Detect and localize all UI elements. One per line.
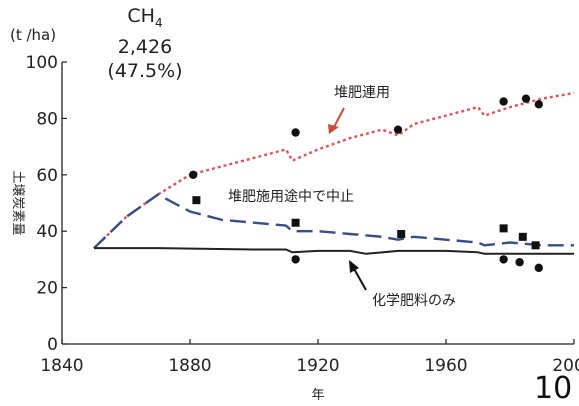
observed-point-circle [189,170,198,179]
observed-point-square [291,218,300,227]
methane-formula: CH4 [90,4,200,35]
observed-point-circle [393,125,403,134]
observed-point-circle [534,263,543,273]
observed-point-circle [521,94,531,103]
x-tick-label: 2000 [552,356,579,376]
x-tick-label: 1880 [168,356,211,376]
observed-point-circle [291,255,300,264]
observed-point-circle [291,128,300,137]
y-axis-title: 土壌炭素量 [10,170,25,235]
annotation-compost-stopped: 堆肥施用途中で中止 [228,188,354,205]
annotation-arrowhead-red [328,124,339,134]
series-line-1 [93,193,574,249]
observed-point-square [531,241,540,250]
observed-point-circle [515,258,524,267]
annotation-arrow-black [352,266,367,291]
x-tick-label: 1920 [296,356,339,376]
annotation-chemical-only: 化学肥料のみ [372,293,456,309]
corner-number: 10 [534,371,573,406]
annotation-arrow-red [332,107,345,130]
y-unit-label: (t /ha) [10,26,56,44]
y-tick-label: 60 [36,166,58,186]
formula-subscript: 4 [154,15,163,30]
methane-value: 2,426 [117,35,173,58]
x-tick-label: 1960 [424,356,467,376]
observed-point-square [499,224,508,233]
methane-overlay: CH4 2,426 (47.5%) [90,4,200,83]
observed-point-square [397,230,406,239]
observed-point-circle [534,100,543,109]
x-axis-title: 年 [311,388,324,400]
observed-point-circle [499,255,508,264]
methane-percent: (47.5%) [107,59,183,82]
observed-point-square [192,196,201,205]
y-tick-label: 100 [26,53,58,73]
x-tick-label: 1840 [40,356,83,376]
annotation-arrowhead-black [349,260,359,273]
y-tick-label: 20 [36,279,58,299]
formula-main: CH [127,5,155,27]
series-line-2 [94,247,574,255]
observed-point-circle [499,97,508,106]
y-tick-label: 80 [36,109,58,129]
annotation-compost-continuous: 堆肥連用 [334,85,390,101]
observed-point-square [518,232,527,241]
y-tick-label: 40 [36,222,58,242]
y-tick-label: 0 [47,335,58,355]
